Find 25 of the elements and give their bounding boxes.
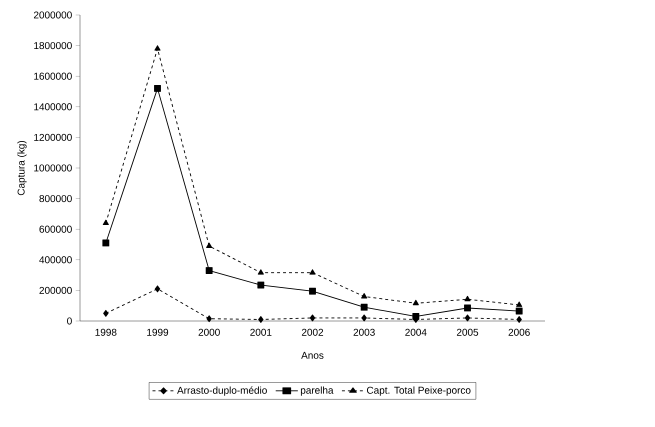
x-tick-label: 2004 xyxy=(405,328,427,336)
legend-label: Arrasto-duplo-médio xyxy=(177,386,267,396)
x-tick-label: 2003 xyxy=(354,328,375,336)
y-tick-label: 0 xyxy=(67,317,72,325)
y-tick-label: 200000 xyxy=(39,286,72,294)
legend-label: parelha xyxy=(300,386,334,396)
y-tick-label: 600000 xyxy=(39,226,72,233)
x-tick-label: 2002 xyxy=(302,328,324,336)
y-tick-label: 1400000 xyxy=(34,103,72,110)
x-tick-label: 1999 xyxy=(147,328,168,336)
y-tick-label: 800000 xyxy=(39,195,72,202)
x-tick-label: 2000 xyxy=(198,328,220,336)
x-tick-label: 2001 xyxy=(250,328,272,336)
x-tick-label: 2005 xyxy=(456,328,478,336)
y-tick-label: 1800000 xyxy=(34,42,72,50)
y-tick-label: 2000000 xyxy=(34,11,72,19)
y-axis-title: Captura (kg) xyxy=(17,140,27,196)
y-tick-label: 400000 xyxy=(39,256,72,264)
y-tick-label: 1000000 xyxy=(34,164,72,172)
y-tick-label: 1200000 xyxy=(34,134,72,141)
legend-label: Capt. Total Peixe-porco xyxy=(366,386,471,396)
x-axis-title: Anos xyxy=(301,352,324,359)
y-tick-label: 1600000 xyxy=(34,72,72,80)
x-tick-label: 2006 xyxy=(508,328,530,336)
x-tick-label: 1998 xyxy=(96,328,116,336)
